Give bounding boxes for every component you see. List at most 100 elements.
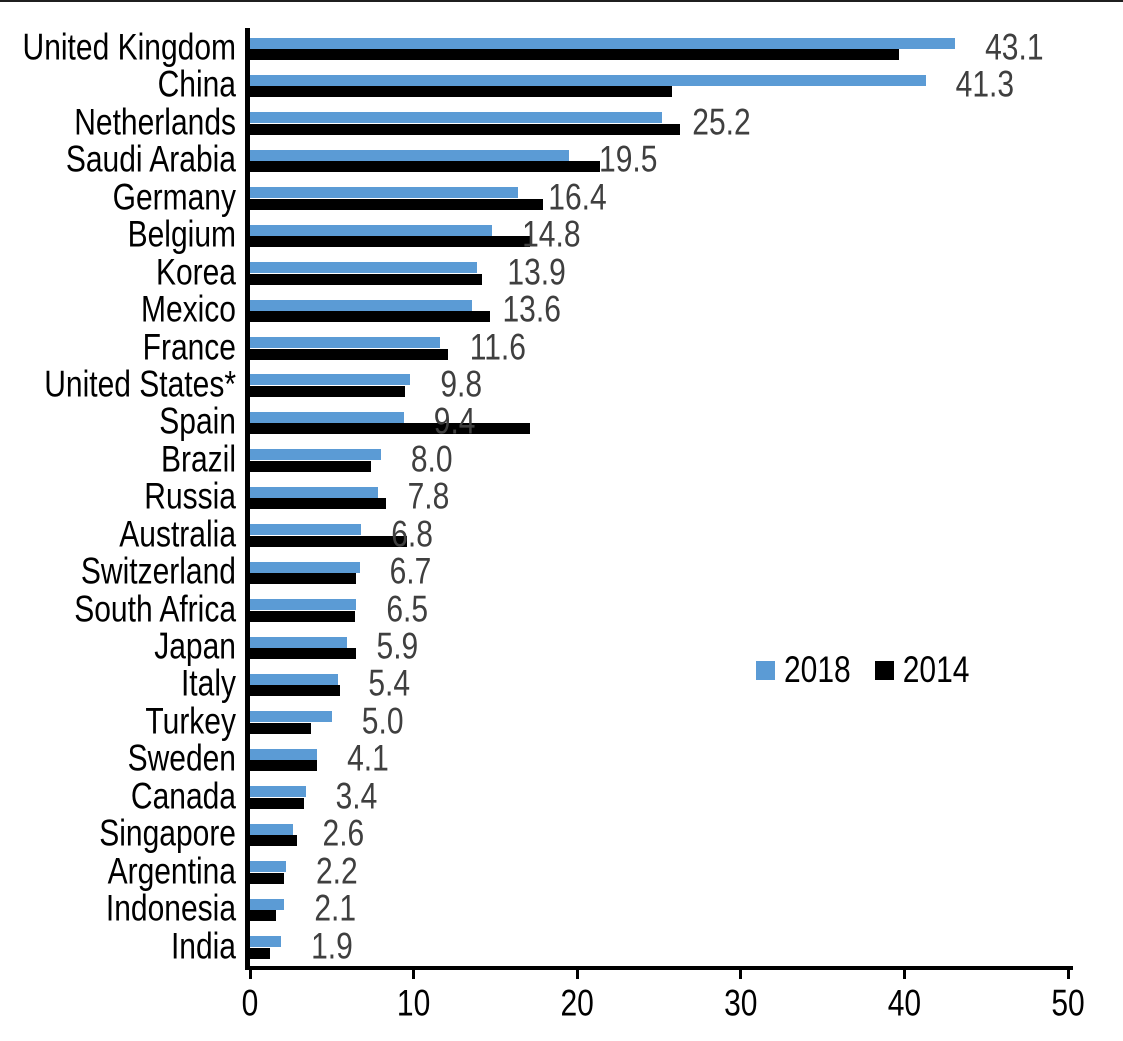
data-label: 19.5 <box>599 140 658 181</box>
x-axis-tick <box>412 970 416 979</box>
x-axis-tick-label: 30 <box>724 983 758 1025</box>
data-label: 7.8 <box>407 477 450 518</box>
data-label: 6.8 <box>391 514 433 555</box>
bar-2014-South Africa <box>250 610 355 622</box>
data-label: 13.9 <box>507 252 566 293</box>
bar-2018-Mexico <box>250 299 473 311</box>
bar-2014-Saudi Arabia <box>250 161 601 173</box>
bar-2014-United Kingdom <box>250 49 900 60</box>
x-axis-tick-label: 40 <box>887 983 922 1025</box>
legend-label-2018: 2018 <box>784 650 851 691</box>
bar-2014-France <box>250 348 448 360</box>
category-label: Brazil <box>160 439 236 481</box>
data-label: 11.6 <box>469 327 526 368</box>
bar-2014-Belgium <box>250 236 530 248</box>
category-label: Mexico <box>140 290 236 331</box>
category-label: Australia <box>119 514 236 555</box>
bar-2018-Japan <box>250 636 347 648</box>
bar-2018-Sweden <box>250 748 318 760</box>
bar-2018-India <box>250 936 282 948</box>
bar-2018-Germany <box>250 187 519 199</box>
bar-2018-Canada <box>250 786 306 798</box>
bar-2018-Spain <box>250 411 404 423</box>
y-axis-line <box>245 28 250 970</box>
bar-2018-Italy <box>250 673 339 685</box>
data-label: 6.5 <box>386 589 429 630</box>
x-axis-tick <box>1066 970 1070 979</box>
data-label: 43.1 <box>985 27 1044 69</box>
category-label: Spain <box>159 402 236 443</box>
x-axis-tick <box>248 970 252 979</box>
x-axis-tick-label: 20 <box>560 983 594 1025</box>
data-label: 1.9 <box>311 926 353 967</box>
data-label: 6.7 <box>389 552 432 593</box>
bar-2014-United States* <box>250 385 406 397</box>
bar-2014-Canada <box>250 797 304 809</box>
category-label: China <box>157 65 236 106</box>
x-axis-tick <box>902 970 906 979</box>
category-label: Japan <box>154 626 236 668</box>
bar-2014-Spain <box>250 423 530 435</box>
category-label: Turkey <box>145 701 236 743</box>
category-label: Indonesia <box>105 889 236 930</box>
data-label: 8.0 <box>410 439 453 481</box>
data-label: 9.4 <box>433 402 476 443</box>
bar-2014-Argentina <box>250 872 285 884</box>
category-label: India <box>170 926 236 967</box>
category-label: Singapore <box>99 814 236 855</box>
x-axis-tick-label: 50 <box>1051 983 1085 1025</box>
bar-2014-Italy <box>250 685 340 697</box>
category-label: United States* <box>44 364 236 406</box>
bar-2018-Switzerland <box>250 561 360 573</box>
category-label: Germany <box>112 177 236 218</box>
data-label: 2.1 <box>314 889 357 930</box>
bar-2014-Korea <box>250 273 483 285</box>
category-label: Argentina <box>107 851 236 892</box>
category-label: Sweden <box>127 739 236 780</box>
bar-2014-Mexico <box>250 311 491 323</box>
bar-2014-Singapore <box>250 835 298 847</box>
category-label: Korea <box>155 252 236 293</box>
bar-2014-Netherlands <box>250 123 681 135</box>
bar-2018-Saudi Arabia <box>250 149 570 161</box>
bar-2014-Brazil <box>250 460 372 472</box>
bar-2018-Brazil <box>250 449 381 461</box>
legend-swatch-2018 <box>756 661 775 680</box>
category-label: Netherlands <box>74 102 236 144</box>
data-label: 5.4 <box>368 664 411 705</box>
top-border-line <box>0 0 1123 2</box>
bar-2014-Germany <box>250 198 543 210</box>
bar-2018-Russia <box>250 486 378 498</box>
bar-2014-Turkey <box>250 722 311 734</box>
legend-label-2014: 2014 <box>902 650 970 691</box>
category-label: Switzerland <box>80 552 236 593</box>
category-label: United Kingdom <box>22 27 236 69</box>
bar-2014-China <box>250 86 673 98</box>
bar-2018-Belgium <box>250 224 493 236</box>
data-label: 16.4 <box>548 177 607 218</box>
bar-2018-United States* <box>250 374 411 386</box>
category-label: South Africa <box>74 589 236 630</box>
x-axis-line <box>245 966 1073 970</box>
legend-item-2018: 2018 <box>756 650 851 691</box>
category-label: France <box>142 327 236 368</box>
bar-2014-Indonesia <box>250 910 277 922</box>
category-label: Russia <box>144 477 236 518</box>
legend: 2018 2014 <box>756 650 970 691</box>
bar-2018-Argentina <box>250 861 286 873</box>
bar-2014-Japan <box>250 648 357 660</box>
bar-2018-Singapore <box>250 823 293 835</box>
bar-2018-South Africa <box>250 599 357 611</box>
data-label: 2.6 <box>322 814 365 855</box>
category-label: Italy <box>180 664 236 705</box>
data-label: 5.0 <box>361 701 404 743</box>
data-label: 25.2 <box>692 102 751 144</box>
legend-item-2014: 2014 <box>874 650 970 691</box>
data-label: 14.8 <box>522 215 581 256</box>
bar-2014-Switzerland <box>250 573 357 585</box>
category-label: Canada <box>130 776 236 818</box>
data-label: 3.4 <box>335 776 378 818</box>
data-label: 41.3 <box>955 65 1015 106</box>
x-axis-tick-label: 10 <box>396 983 431 1025</box>
x-axis-tick <box>739 970 743 979</box>
